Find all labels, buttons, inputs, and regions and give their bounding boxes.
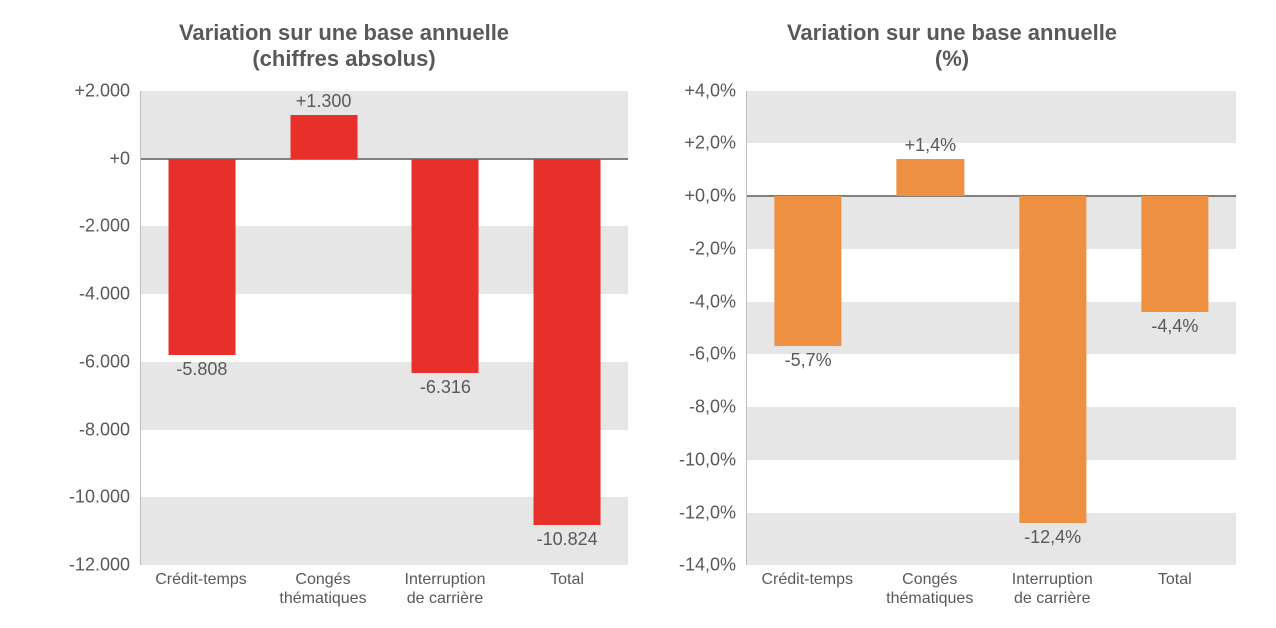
y-axis: +2.000+0-2.000-4.000-6.000-8.000-10.000-… bbox=[60, 91, 140, 565]
bar-slot: -4,4% bbox=[1114, 91, 1236, 565]
y-tick-label: -14,0% bbox=[679, 555, 736, 576]
bar-value-label: +1.300 bbox=[296, 91, 352, 112]
y-tick-label: -10.000 bbox=[69, 487, 130, 508]
y-tick-label: +0,0% bbox=[684, 186, 736, 207]
bar bbox=[897, 159, 964, 196]
chart-pct: Variation sur une base annuelle (%) +4,0… bbox=[668, 20, 1236, 608]
charts-container: Variation sur une base annuelle (chiffre… bbox=[0, 0, 1276, 628]
bar bbox=[168, 159, 235, 356]
y-tick-label: -4.000 bbox=[79, 284, 130, 305]
bar bbox=[534, 159, 601, 526]
x-category-label: Total bbox=[506, 571, 628, 608]
bar-slot: +1.300 bbox=[263, 91, 385, 565]
bar bbox=[290, 115, 357, 159]
y-tick-label: +2,0% bbox=[684, 133, 736, 154]
plot-area: -5,7% +1,4% -12,4% -4,4% bbox=[746, 91, 1236, 565]
x-category-label: Congés thématiques bbox=[262, 571, 384, 608]
y-tick-label: -12,0% bbox=[679, 502, 736, 523]
y-tick-label: +0 bbox=[109, 148, 130, 169]
x-axis: Crédit-tempsCongés thématiquesInterrupti… bbox=[668, 571, 1236, 608]
bar bbox=[775, 196, 842, 346]
bar-slot: -5,7% bbox=[747, 91, 869, 565]
x-labels: Crédit-tempsCongés thématiquesInterrupti… bbox=[746, 571, 1236, 608]
y-tick-label: -8.000 bbox=[79, 419, 130, 440]
chart-title: Variation sur une base annuelle (chiffre… bbox=[60, 20, 628, 73]
bar bbox=[412, 159, 479, 373]
plot-area: -5.808 +1.300 -6.316 -10.824 bbox=[140, 91, 628, 565]
plot-row: +4,0%+2,0%+0,0%-2,0%-4,0%-6,0%-8,0%-10,0… bbox=[668, 91, 1236, 565]
bar-value-label: -4,4% bbox=[1151, 316, 1198, 337]
x-category-label: Interruption de carrière bbox=[384, 571, 506, 608]
bar-value-label: -5.808 bbox=[176, 359, 227, 380]
x-labels: Crédit-tempsCongés thématiquesInterrupti… bbox=[140, 571, 628, 608]
x-category-label: Crédit-temps bbox=[140, 571, 262, 608]
bar-value-label: +1,4% bbox=[905, 135, 957, 156]
bar bbox=[1019, 196, 1086, 523]
x-category-label: Interruption de carrière bbox=[991, 571, 1114, 608]
y-tick-label: -6.000 bbox=[79, 351, 130, 372]
bar bbox=[1141, 196, 1208, 312]
y-tick-label: -4,0% bbox=[689, 291, 736, 312]
y-tick-label: +4,0% bbox=[684, 80, 736, 101]
x-category-label: Crédit-temps bbox=[746, 571, 869, 608]
plot-row: +2.000+0-2.000-4.000-6.000-8.000-10.000-… bbox=[60, 91, 628, 565]
y-tick-label: -10,0% bbox=[679, 449, 736, 470]
bar-slot: -10.824 bbox=[506, 91, 628, 565]
y-tick-label: -12.000 bbox=[69, 555, 130, 576]
x-category-label: Congés thématiques bbox=[869, 571, 992, 608]
x-axis: Crédit-tempsCongés thématiquesInterrupti… bbox=[60, 571, 628, 608]
bar-value-label: -5,7% bbox=[785, 350, 832, 371]
bar-slot: -5.808 bbox=[141, 91, 263, 565]
y-tick-label: +2.000 bbox=[74, 80, 130, 101]
y-tick-label: -2.000 bbox=[79, 216, 130, 237]
bar-slot: -6.316 bbox=[385, 91, 507, 565]
y-axis: +4,0%+2,0%+0,0%-2,0%-4,0%-6,0%-8,0%-10,0… bbox=[668, 91, 746, 565]
chart-abs: Variation sur une base annuelle (chiffre… bbox=[60, 20, 628, 608]
x-category-label: Total bbox=[1114, 571, 1237, 608]
y-tick-label: -8,0% bbox=[689, 397, 736, 418]
bar-slot: -12,4% bbox=[992, 91, 1114, 565]
bar-value-label: -6.316 bbox=[420, 377, 471, 398]
bar-value-label: -12,4% bbox=[1024, 527, 1081, 548]
y-tick-label: -2,0% bbox=[689, 238, 736, 259]
bar-slot: +1,4% bbox=[869, 91, 991, 565]
chart-title: Variation sur une base annuelle (%) bbox=[668, 20, 1236, 73]
bar-value-label: -10.824 bbox=[537, 529, 598, 550]
y-tick-label: -6,0% bbox=[689, 344, 736, 365]
